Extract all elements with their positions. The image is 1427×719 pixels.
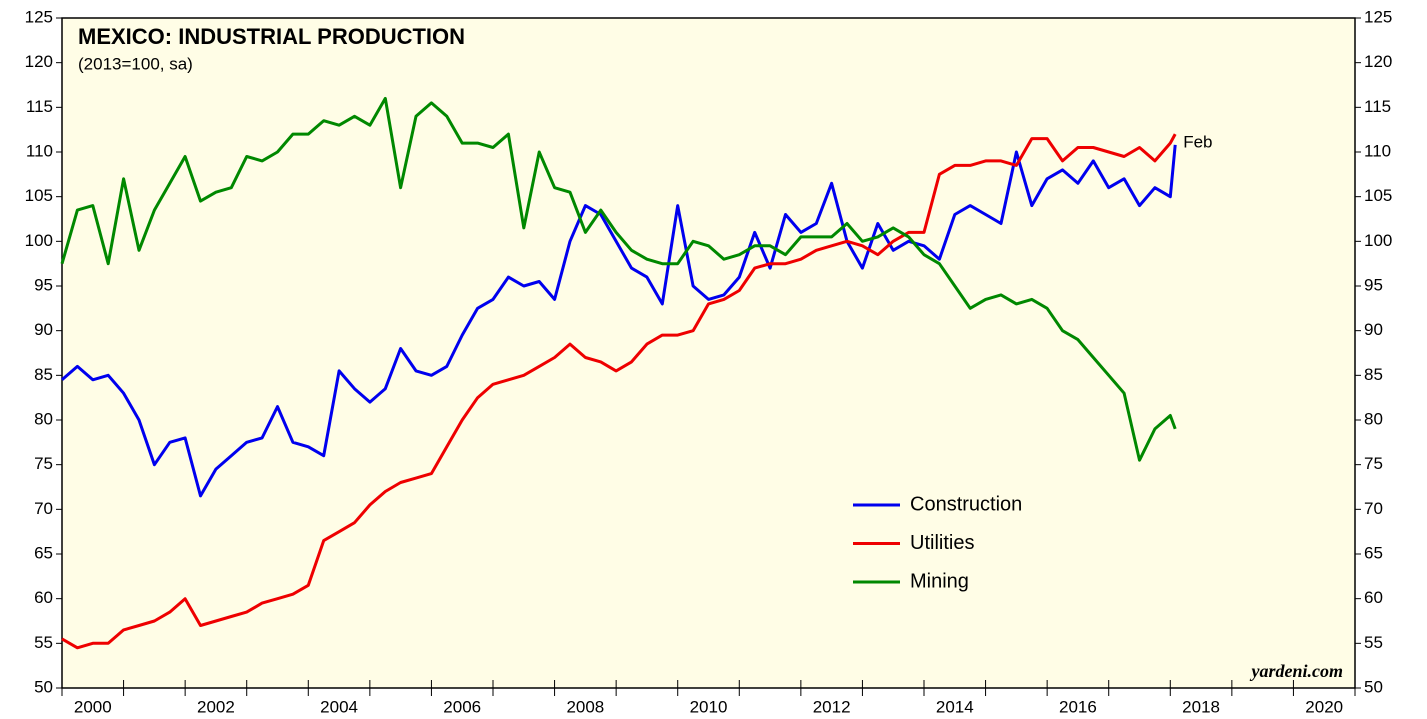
y2-tick-label: 70 — [1364, 499, 1383, 518]
x-tick-label: 2010 — [690, 697, 728, 716]
x-tick-label: 2000 — [74, 697, 112, 716]
y-tick-label: 85 — [34, 365, 53, 384]
x-tick-label: 2012 — [813, 697, 851, 716]
y-tick-label: 110 — [26, 141, 53, 160]
x-tick-label: 2006 — [443, 697, 481, 716]
y2-tick-label: 65 — [1364, 543, 1383, 562]
y-tick-label: 55 — [34, 633, 53, 652]
chart-subtitle: (2013=100, sa) — [78, 54, 193, 73]
y-tick-label: 100 — [25, 231, 53, 250]
series-line — [61, 144, 1177, 498]
y2-tick-label: 110 — [1364, 141, 1391, 160]
x-tick-label: 2004 — [320, 697, 358, 716]
y2-tick-label: 100 — [1364, 231, 1392, 250]
y2-tick-label: 90 — [1364, 320, 1383, 339]
x-tick-label: 2014 — [936, 697, 974, 716]
y-tick-label: 50 — [34, 677, 53, 696]
x-tick-label: 2002 — [197, 697, 235, 716]
y-tick-label: 120 — [25, 52, 53, 71]
chart-title: MEXICO: INDUSTRIAL PRODUCTION — [78, 24, 465, 49]
y-tick-label: 70 — [34, 499, 53, 518]
y-tick-label: 125 — [25, 7, 53, 26]
y2-tick-label: 55 — [1364, 633, 1383, 652]
y2-tick-label: 85 — [1364, 365, 1383, 384]
y2-tick-label: 50 — [1364, 677, 1383, 696]
legend-label: Construction — [910, 493, 1022, 515]
y-tick-label: 65 — [34, 543, 53, 562]
y2-tick-label: 75 — [1364, 454, 1383, 473]
y2-tick-label: 115 — [1364, 97, 1391, 116]
x-tick-label: 2016 — [1059, 697, 1097, 716]
source: yardeni.com — [1250, 661, 1344, 681]
y-tick-label: 90 — [34, 320, 53, 339]
legend-label: Mining — [910, 570, 969, 592]
y2-tick-label: 80 — [1364, 409, 1383, 428]
y-tick-label: 80 — [34, 409, 53, 428]
x-tick-label: 2008 — [566, 697, 604, 716]
y-tick-label: 115 — [26, 97, 53, 116]
y2-tick-label: 105 — [1364, 186, 1392, 205]
x-tick-label: 2020 — [1305, 697, 1343, 716]
y2-tick-label: 125 — [1364, 7, 1392, 26]
y-tick-label: 75 — [34, 454, 53, 473]
plot-area — [61, 17, 1356, 689]
y2-tick-label: 120 — [1364, 52, 1392, 71]
series-line — [61, 133, 1177, 650]
legend-label: Utilities — [910, 532, 974, 554]
y-tick-label: 95 — [34, 275, 53, 294]
series-line — [60, 96, 1177, 462]
y2-tick-label: 95 — [1364, 275, 1383, 294]
y-tick-label: 60 — [34, 588, 53, 607]
y-tick-label: 105 — [25, 186, 53, 205]
x-tick-label: 2018 — [1182, 697, 1220, 716]
y2-tick-label: 60 — [1364, 588, 1383, 607]
annotation: Feb — [1183, 132, 1212, 151]
